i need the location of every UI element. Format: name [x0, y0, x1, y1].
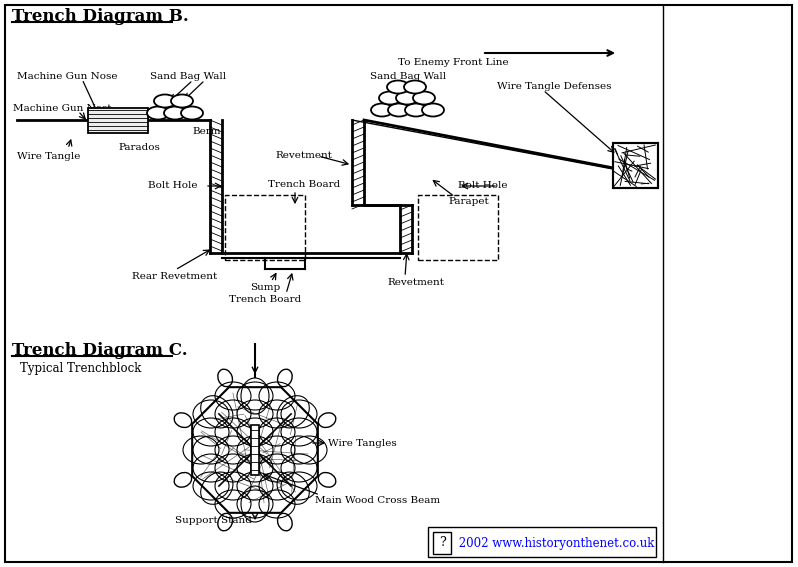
Ellipse shape	[422, 104, 444, 116]
Text: Rear Revetment: Rear Revetment	[132, 272, 217, 281]
Text: Machine Gun Nest: Machine Gun Nest	[13, 104, 112, 113]
Ellipse shape	[147, 107, 169, 120]
Text: To Enemy Front Line: To Enemy Front Line	[398, 58, 508, 67]
Bar	[433, 532, 451, 554]
Text: Sand Bag Wall: Sand Bag Wall	[150, 72, 226, 81]
Text: Wire Tangles: Wire Tangles	[328, 438, 397, 447]
Bar	[428, 527, 656, 557]
Text: Revetment: Revetment	[387, 278, 444, 287]
Text: Trench Diagram B.: Trench Diagram B.	[12, 8, 189, 25]
Ellipse shape	[154, 95, 176, 108]
Bar	[613, 143, 658, 188]
Ellipse shape	[371, 104, 393, 116]
Text: Parados: Parados	[118, 143, 160, 152]
Text: Sand Bag Wall: Sand Bag Wall	[370, 72, 446, 81]
Ellipse shape	[413, 91, 435, 104]
Bar	[251, 425, 259, 475]
Text: Revetment: Revetment	[275, 151, 332, 160]
Text: Trench Board: Trench Board	[229, 295, 301, 304]
Ellipse shape	[379, 91, 401, 104]
Bar	[613, 143, 658, 188]
Text: Trench Diagram C.: Trench Diagram C.	[12, 342, 188, 359]
Text: Wire Tangle Defenses: Wire Tangle Defenses	[497, 82, 611, 91]
Text: Wire Tangle: Wire Tangle	[17, 152, 81, 161]
Bar	[88, 108, 148, 133]
Ellipse shape	[171, 95, 193, 108]
Text: Machine Gun Nose: Machine Gun Nose	[17, 72, 117, 81]
Text: Sump: Sump	[250, 283, 280, 292]
Text: 2002 www.historyonthenet.co.uk: 2002 www.historyonthenet.co.uk	[455, 536, 654, 549]
Ellipse shape	[404, 81, 426, 94]
Text: Parapet: Parapet	[448, 197, 488, 206]
Text: Main Wood Cross Beam: Main Wood Cross Beam	[315, 496, 440, 505]
Text: Bolt Hole: Bolt Hole	[148, 181, 197, 191]
Ellipse shape	[387, 81, 409, 94]
Ellipse shape	[396, 91, 418, 104]
Text: Berm: Berm	[192, 127, 220, 136]
Ellipse shape	[388, 104, 410, 116]
Bar	[418, 195, 498, 260]
Text: ?: ?	[439, 536, 445, 549]
Text: Trench Board: Trench Board	[268, 180, 340, 189]
Text: Support Stand: Support Stand	[175, 516, 251, 525]
Ellipse shape	[405, 104, 427, 116]
Ellipse shape	[181, 107, 203, 120]
Bar	[225, 195, 305, 260]
Ellipse shape	[164, 107, 186, 120]
Text: Bolt Hole: Bolt Hole	[458, 181, 508, 191]
Text: Typical Trenchblock: Typical Trenchblock	[20, 362, 141, 375]
